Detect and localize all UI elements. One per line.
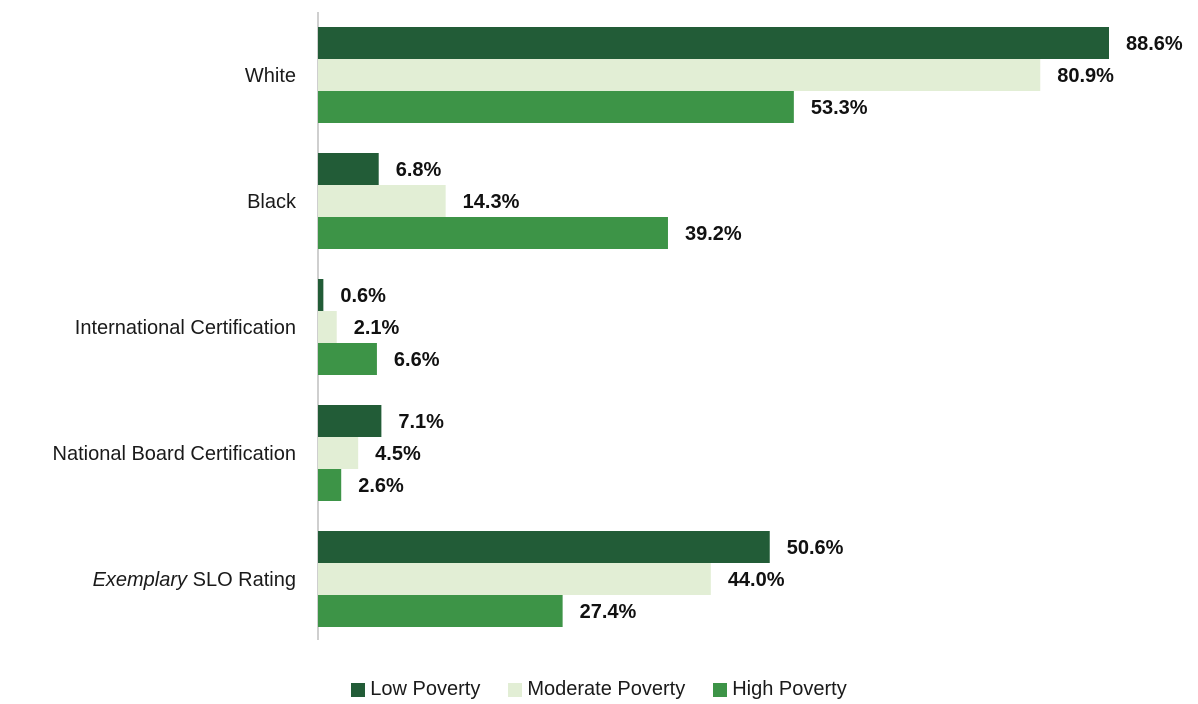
data-label: 88.6%	[1126, 33, 1183, 55]
category-label: National Board Certification	[53, 443, 296, 465]
bar-high-poverty	[318, 217, 668, 249]
bar-moderate-poverty	[318, 563, 711, 595]
category-label: Exemplary SLO Rating	[93, 569, 296, 591]
data-label: 7.1%	[398, 411, 444, 433]
data-label: 39.2%	[685, 223, 742, 245]
data-label: 4.5%	[375, 443, 421, 465]
data-label: 27.4%	[580, 601, 637, 623]
bars-layer	[318, 27, 1109, 627]
labels-layer: White 88.6% 80.9% 53.3% Black 6.8% 14.3% 39.2% I…	[53, 33, 1183, 623]
data-label: 80.9%	[1057, 65, 1114, 87]
data-label: 50.6%	[787, 537, 844, 559]
bar-low-poverty	[318, 153, 379, 185]
category-label: White	[245, 65, 296, 87]
bar-moderate-poverty	[318, 59, 1041, 91]
category-label: International Certification	[75, 317, 296, 339]
bar-chart: White 88.6% 80.9% 53.3% Black 6.8% 14.3% 39.2% I…	[53, 12, 1183, 640]
data-label: 0.6%	[340, 285, 386, 307]
legend-item: Low Poverty	[351, 678, 480, 701]
legend-item: Moderate Poverty	[508, 678, 685, 701]
data-label: 2.6%	[358, 475, 404, 497]
bar-moderate-poverty	[318, 437, 359, 469]
bar-low-poverty	[318, 279, 324, 311]
legend-label: High Poverty	[732, 678, 847, 700]
data-label: 2.1%	[354, 317, 400, 339]
bar-low-poverty	[318, 27, 1109, 59]
legend-label: Moderate Poverty	[527, 678, 686, 700]
legend: Low Poverty Moderate Poverty High Poverty	[0, 678, 1198, 701]
data-label: 6.8%	[396, 159, 442, 181]
bar-low-poverty	[318, 531, 770, 563]
bar-low-poverty	[318, 405, 382, 437]
bar-moderate-poverty	[318, 185, 446, 217]
category-label: Black	[247, 191, 297, 213]
bar-high-poverty	[318, 343, 377, 375]
data-label: 53.3%	[811, 97, 868, 119]
data-label: 44.0%	[728, 569, 785, 591]
legend-swatch	[713, 682, 728, 697]
legend-label: Low Poverty	[370, 678, 481, 700]
legend-item: High Poverty	[713, 678, 847, 701]
data-label: 6.6%	[394, 349, 440, 371]
bar-high-poverty	[318, 91, 794, 123]
bar-moderate-poverty	[318, 311, 337, 343]
legend-swatch	[508, 682, 523, 697]
bar-high-poverty	[318, 469, 342, 501]
legend-swatch	[351, 682, 366, 697]
bar-high-poverty	[318, 595, 563, 627]
data-label: 14.3%	[463, 191, 520, 213]
